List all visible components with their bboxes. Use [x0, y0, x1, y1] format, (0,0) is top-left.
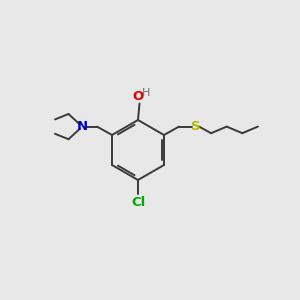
- Text: O: O: [132, 90, 144, 103]
- Text: H: H: [142, 88, 150, 98]
- Text: S: S: [191, 120, 200, 133]
- Text: Cl: Cl: [131, 196, 145, 209]
- Text: N: N: [76, 120, 88, 133]
